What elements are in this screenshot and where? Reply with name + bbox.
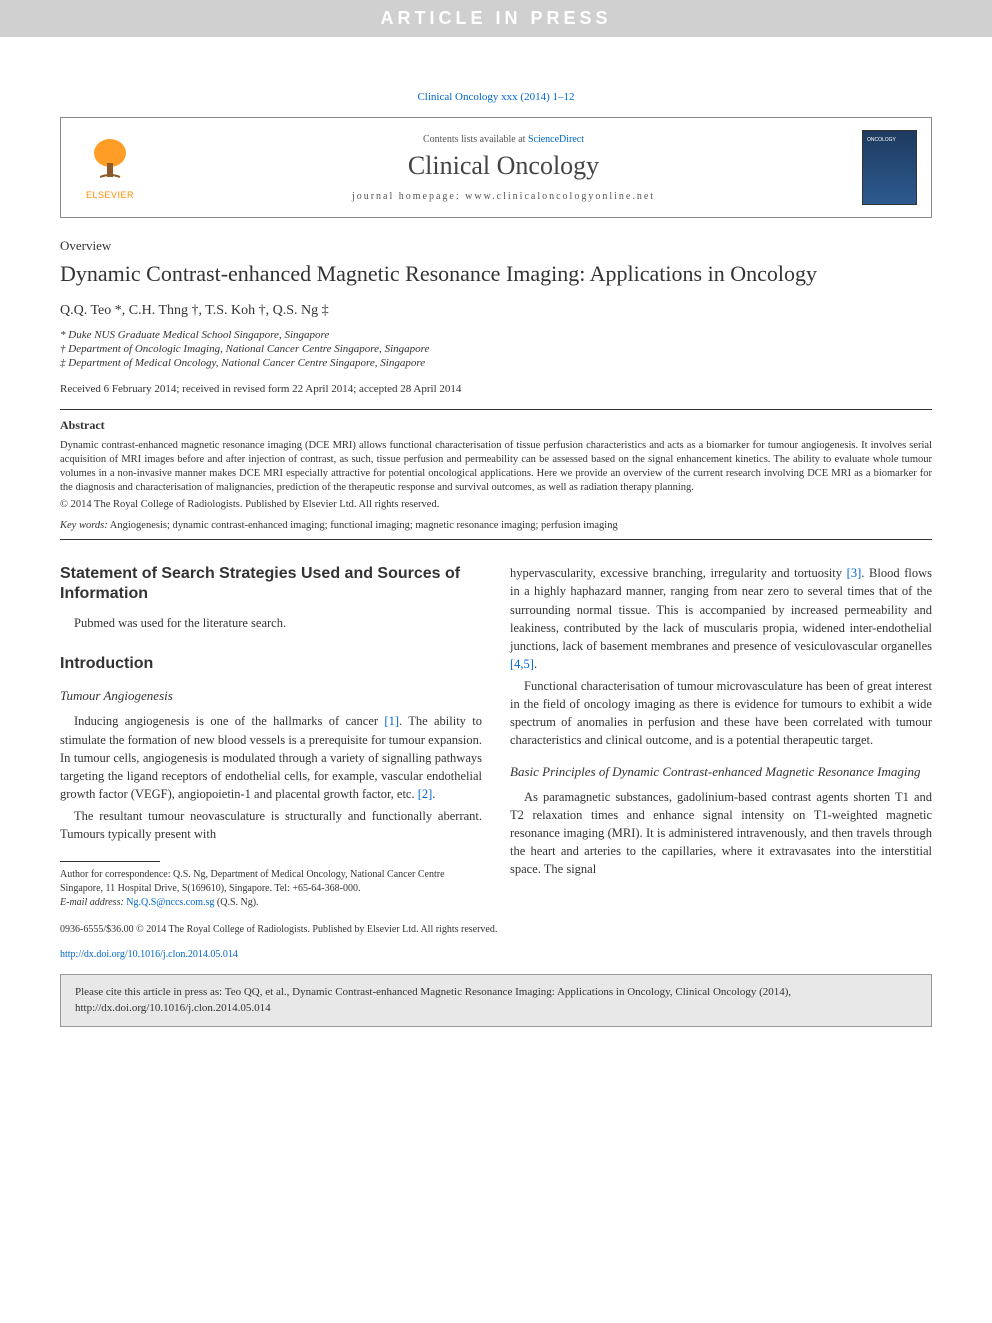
keywords-text: Angiogenesis; dynamic contrast-enhanced …: [110, 520, 618, 531]
rule-bottom: [60, 539, 932, 540]
section-introduction: Introduction: [60, 654, 482, 674]
homepage-url[interactable]: www.clinicaloncologyonline.net: [465, 191, 655, 202]
page-container: Clinical Oncology xxx (2014) 1–12 ELSEVI…: [0, 37, 992, 1067]
article-type: Overview: [60, 238, 932, 254]
intro-p1: Inducing angiogenesis is one of the hall…: [60, 712, 482, 803]
rule-top: [60, 409, 932, 410]
ref-4-5[interactable]: [4,5]: [510, 657, 534, 671]
keywords: Key words: Angiogenesis; dynamic contras…: [60, 520, 932, 531]
citation-box: Please cite this article in press as: Te…: [60, 974, 932, 1027]
article-dates: Received 6 February 2014; received in re…: [60, 383, 932, 395]
intro-p1-c: .: [432, 787, 435, 801]
abstract-text: Dynamic contrast-enhanced magnetic reson…: [60, 439, 932, 496]
section-search-strategies: Statement of Search Strategies Used and …: [60, 564, 482, 604]
elsevier-label: ELSEVIER: [75, 190, 145, 200]
corr-address: Author for correspondence: Q.S. Ng, Depa…: [60, 868, 482, 896]
affiliation-1: * Duke NUS Graduate Medical School Singa…: [60, 329, 932, 341]
doi-link[interactable]: http://dx.doi.org/10.1016/j.clon.2014.05…: [60, 949, 238, 960]
homepage-line: journal homepage: www.clinicaloncologyon…: [145, 191, 862, 202]
ref-1[interactable]: [1]: [384, 714, 399, 728]
elsevier-logo[interactable]: ELSEVIER: [75, 135, 145, 200]
elsevier-tree-icon: [85, 135, 135, 185]
article-title: Dynamic Contrast-enhanced Magnetic Reson…: [60, 260, 932, 289]
homepage-prefix: journal homepage:: [352, 191, 465, 202]
authors-line: Q.Q. Teo *, C.H. Thng †, T.S. Koh †, Q.S…: [60, 303, 932, 319]
ref-2[interactable]: [2]: [418, 787, 433, 801]
abstract-label: Abstract: [60, 418, 932, 433]
right-p1-c: .: [534, 657, 537, 671]
right-p3: As paramagnetic substances, gadolinium-b…: [510, 788, 932, 879]
contents-prefix: Contents lists available at: [423, 134, 528, 145]
footnote-separator: [60, 861, 160, 862]
ref-3[interactable]: [3]: [847, 566, 862, 580]
journal-citation: Clinical Oncology xxx (2014) 1–12: [60, 91, 932, 103]
issn-copyright: 0936-6555/$36.00 © 2014 The Royal Colleg…: [60, 924, 932, 935]
affiliation-3: ‡ Department of Medical Oncology, Nation…: [60, 357, 932, 369]
sciencedirect-link[interactable]: ScienceDirect: [528, 134, 584, 145]
right-column: hypervascularity, excessive branching, i…: [510, 564, 932, 910]
email-suffix: (Q.S. Ng).: [214, 897, 258, 908]
subheading-angiogenesis: Tumour Angiogenesis: [60, 688, 482, 704]
corresponding-author-footnote: Author for correspondence: Q.S. Ng, Depa…: [60, 868, 482, 910]
body-columns: Statement of Search Strategies Used and …: [60, 564, 932, 910]
intro-p2: The resultant tumour neovasculature is s…: [60, 807, 482, 843]
right-p2: Functional characterisation of tumour mi…: [510, 677, 932, 750]
search-strategies-p1: Pubmed was used for the literature searc…: [60, 614, 482, 632]
right-p1-a: hypervascularity, excessive branching, i…: [510, 566, 847, 580]
abstract-copyright: © 2014 The Royal College of Radiologists…: [60, 499, 932, 510]
intro-p1-a: Inducing angiogenesis is one of the hall…: [74, 714, 384, 728]
keywords-label: Key words:: [60, 520, 108, 531]
subheading-dce-principles: Basic Principles of Dynamic Contrast-enh…: [510, 764, 932, 780]
journal-cover-thumb[interactable]: [862, 130, 917, 205]
contents-line: Contents lists available at ScienceDirec…: [145, 134, 862, 145]
journal-header-box: ELSEVIER Contents lists available at Sci…: [60, 117, 932, 218]
corr-email-line: E-mail address: Ng.Q.S@nccs.com.sg (Q.S.…: [60, 896, 482, 910]
left-column: Statement of Search Strategies Used and …: [60, 564, 482, 910]
email-label: E-mail address:: [60, 897, 126, 908]
in-press-banner: ARTICLE IN PRESS: [0, 0, 992, 37]
header-center: Contents lists available at ScienceDirec…: [145, 134, 862, 202]
doi-line: http://dx.doi.org/10.1016/j.clon.2014.05…: [60, 949, 932, 960]
affiliation-2: † Department of Oncologic Imaging, Natio…: [60, 343, 932, 355]
journal-name: Clinical Oncology: [145, 151, 862, 181]
right-p1: hypervascularity, excessive branching, i…: [510, 564, 932, 673]
email-link[interactable]: Ng.Q.S@nccs.com.sg: [126, 897, 214, 908]
